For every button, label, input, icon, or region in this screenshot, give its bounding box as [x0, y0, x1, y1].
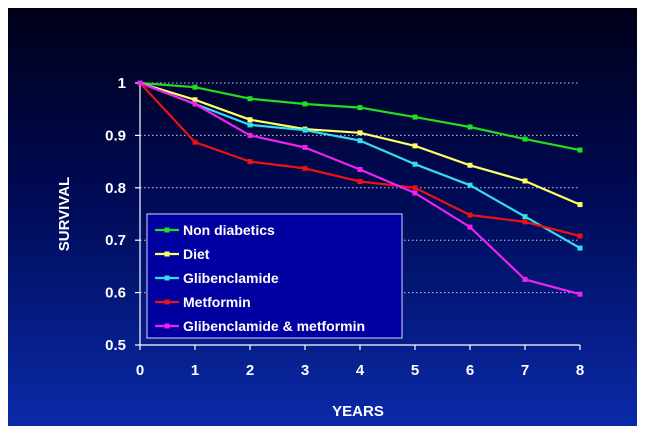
data-point [302, 127, 308, 133]
data-point [247, 122, 253, 128]
data-point [412, 114, 418, 120]
y-tick-label: 0.5 [105, 337, 126, 354]
data-point [192, 101, 198, 107]
data-point [247, 132, 253, 138]
legend-swatch-marker [164, 323, 170, 329]
data-point [522, 277, 528, 282]
legend-box [146, 213, 403, 339]
series-points [137, 80, 583, 297]
legend-entry: Diet [183, 246, 210, 262]
data-point [467, 212, 473, 218]
y-tick-label: 0.9 [105, 127, 126, 144]
data-point [412, 161, 418, 167]
data-point [192, 97, 198, 103]
legend-entry: Non diabetics [183, 222, 275, 238]
data-point [577, 291, 583, 297]
data-point [302, 144, 308, 150]
x-tick-label: 7 [521, 362, 529, 379]
data-point [192, 84, 198, 90]
x-tick-label: 2 [246, 362, 254, 379]
data-point [137, 80, 143, 86]
y-tick-label: 1 [118, 75, 126, 92]
data-point [577, 202, 583, 208]
legend-entry: Metformin [183, 294, 251, 310]
x-tick-label: 8 [576, 362, 584, 379]
y-tick-label: 0.8 [105, 180, 126, 197]
data-point [247, 96, 253, 102]
data-point [577, 147, 583, 153]
data-point [357, 105, 363, 111]
data-point [467, 124, 473, 130]
series-line-1 [139, 81, 581, 206]
data-point [467, 162, 473, 168]
data-point [467, 182, 473, 188]
y-axis-label: SURVIVAL [56, 177, 73, 251]
y-tick-label: 0.7 [105, 232, 126, 249]
legend-swatch-marker [164, 299, 170, 305]
x-tick-label: 6 [466, 362, 474, 379]
data-point [302, 101, 308, 107]
data-point [357, 138, 363, 144]
x-tick-label: 0 [136, 362, 144, 379]
data-point [412, 143, 418, 149]
y-tick-label: 0.6 [105, 285, 126, 302]
data-point [577, 245, 583, 251]
data-point [247, 159, 253, 165]
x-tick-label: 1 [191, 362, 199, 379]
x-axis-label: YEARS [332, 403, 384, 420]
legend: Non diabetics Diet Glibenclamide Metformin G… [146, 213, 403, 339]
x-tick-label: 4 [356, 362, 365, 379]
data-point [522, 136, 528, 142]
x-tick-label: 3 [301, 362, 309, 379]
data-point [522, 178, 528, 184]
tick-labels: 0.5 0.6 0.7 0.8 0.9 1 0 1 2 3 4 5 6 7 8 [105, 75, 584, 379]
data-point [522, 219, 528, 225]
data-point [577, 233, 583, 239]
data-point [302, 165, 308, 171]
data-point [412, 185, 418, 191]
legend-swatch-marker [164, 227, 170, 233]
data-point [247, 117, 253, 123]
data-point [357, 130, 363, 136]
legend-swatch-marker [164, 251, 170, 257]
data-point [412, 190, 418, 196]
x-tick-label: 5 [411, 362, 419, 379]
legend-entry: Glibenclamide [183, 270, 279, 286]
data-point [357, 166, 363, 172]
data-point [357, 179, 363, 185]
data-point [467, 224, 473, 230]
legend-entry: Glibenclamide & metformin [183, 318, 365, 334]
data-point [192, 139, 198, 145]
legend-swatch-marker [164, 275, 170, 281]
data-point [522, 214, 528, 220]
